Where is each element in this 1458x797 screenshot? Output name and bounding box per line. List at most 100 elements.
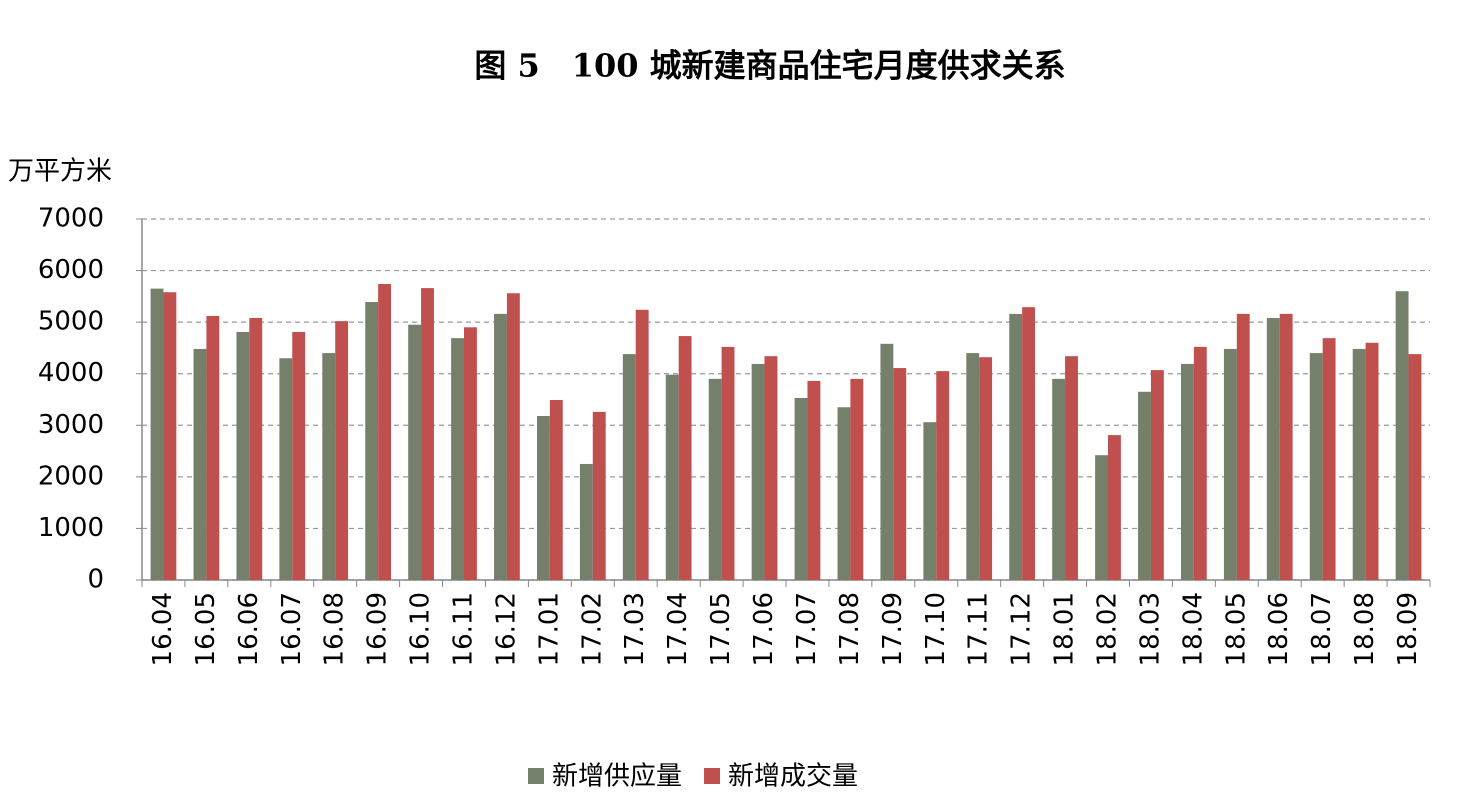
bar [1138, 391, 1151, 580]
x-tick-label: 16.10 [406, 592, 436, 666]
x-tick-label: 17.03 [620, 592, 650, 666]
x-tick-label: 17.10 [921, 592, 951, 666]
bar [794, 397, 808, 580]
bar [850, 378, 864, 580]
bar [335, 321, 349, 580]
bar [1095, 455, 1108, 580]
bar [365, 302, 379, 580]
bar [322, 353, 336, 580]
x-tick-label: 16.08 [320, 592, 350, 666]
bar [936, 371, 950, 580]
bar [622, 354, 636, 580]
bar [678, 336, 692, 580]
x-tick-label: 18.05 [1221, 592, 1251, 666]
x-tick-label: 17.04 [663, 592, 693, 666]
bar [1352, 348, 1366, 580]
x-tick-label: 16.11 [449, 592, 479, 666]
legend-label: 新增成交量 [728, 762, 858, 792]
bar [1022, 307, 1036, 580]
x-tick-label: 16.09 [363, 592, 393, 666]
bar [592, 411, 606, 580]
bar [549, 400, 563, 580]
bar [979, 357, 993, 580]
bar [966, 353, 980, 580]
bar [1180, 363, 1194, 580]
x-tick-label: 16.12 [491, 592, 521, 666]
bar [893, 368, 907, 580]
bar [1223, 348, 1237, 580]
x-tick-label: 16.04 [148, 592, 178, 666]
legend-swatch [528, 768, 544, 784]
bar [150, 288, 164, 580]
bar [837, 407, 851, 580]
y-tick-label: 3000 [38, 410, 104, 440]
x-tick-label: 18.09 [1393, 592, 1423, 666]
y-axis-label: 万平方米 [8, 157, 112, 187]
bar [764, 356, 778, 580]
bar [1309, 353, 1323, 580]
bar [236, 331, 250, 580]
x-tick-label: 17.12 [1007, 592, 1037, 666]
bar [421, 288, 434, 580]
bar [249, 318, 263, 580]
bar [536, 416, 550, 580]
y-tick-label: 6000 [38, 255, 104, 285]
chart-title: 图 5 100 城新建商品住宅月度供求关系 [474, 47, 1065, 85]
bar [708, 378, 722, 580]
bar [1279, 313, 1293, 580]
bar [279, 358, 293, 580]
bar [1365, 342, 1379, 580]
x-tick-label: 16.07 [277, 592, 307, 666]
x-tick-label: 16.06 [234, 592, 264, 666]
bar [163, 292, 177, 580]
bar [494, 313, 507, 580]
bar [1065, 356, 1078, 580]
bar [579, 463, 593, 580]
bar [1395, 291, 1409, 580]
x-tick-label: 17.05 [706, 592, 736, 666]
y-tick-label: 0 [87, 565, 104, 595]
x-tick-label: 17.09 [878, 592, 908, 666]
bar [451, 338, 464, 580]
x-tick-label: 17.02 [577, 592, 607, 666]
legend-label: 新增供应量 [552, 762, 682, 792]
x-tick-label: 18.04 [1178, 592, 1208, 666]
y-tick-label: 7000 [38, 204, 104, 234]
y-tick-label: 5000 [38, 307, 104, 337]
x-tick-label: 18.01 [1050, 592, 1080, 666]
bar [1408, 354, 1422, 580]
bar [880, 343, 894, 580]
x-tick-label: 18.07 [1307, 592, 1337, 666]
bar [1322, 338, 1336, 580]
bar [807, 380, 821, 580]
bar [206, 315, 220, 580]
bar [1052, 378, 1066, 580]
bar [1108, 435, 1121, 580]
bar [193, 348, 207, 580]
x-tick-label: 18.08 [1350, 592, 1380, 666]
bar [1266, 318, 1280, 580]
x-tick-label: 18.02 [1093, 592, 1123, 666]
bar [1236, 313, 1250, 580]
y-tick-label: 4000 [38, 358, 104, 388]
bar [464, 327, 477, 580]
x-tick-label: 16.05 [191, 592, 221, 666]
x-tick-label: 18.03 [1135, 592, 1165, 666]
x-tick-label: 17.11 [964, 592, 994, 666]
bar [665, 374, 679, 580]
x-tick-label: 18.06 [1264, 592, 1294, 666]
bar [1193, 346, 1207, 580]
bar [721, 346, 735, 580]
bar [408, 324, 422, 580]
bar [923, 422, 937, 580]
bar [751, 363, 765, 580]
y-tick-label: 2000 [38, 461, 104, 491]
x-tick-label: 17.08 [835, 592, 865, 666]
bar [506, 293, 520, 580]
legend-swatch [704, 768, 721, 784]
bar [292, 331, 306, 580]
bar [378, 283, 392, 580]
x-tick-label: 17.01 [534, 592, 564, 666]
